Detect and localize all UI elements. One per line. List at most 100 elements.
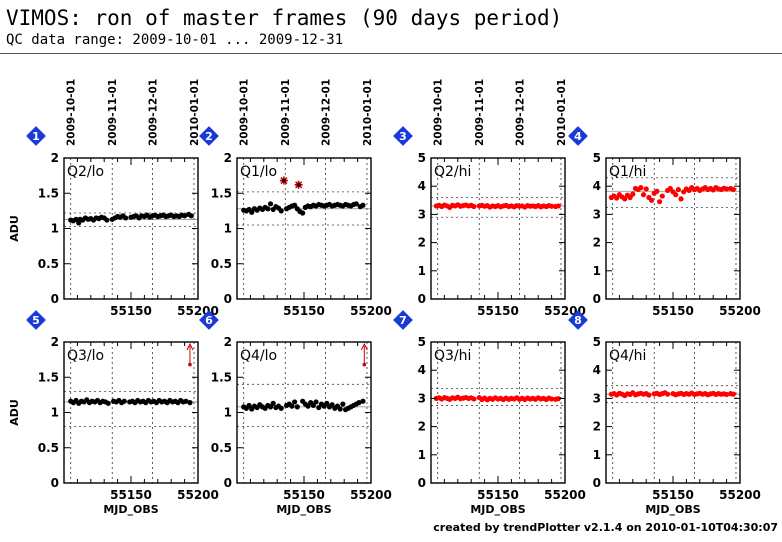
badge-number: 6 — [205, 314, 213, 327]
y-tick-label: 2 — [418, 420, 426, 434]
data-point — [360, 398, 366, 404]
data-point — [104, 217, 110, 223]
badge-number: 7 — [399, 314, 407, 327]
panel-label: Q1/lo — [240, 164, 277, 180]
data-point — [646, 392, 652, 398]
data-point — [329, 402, 335, 408]
y-tick-label: 2 — [418, 236, 426, 250]
y-tick-label: 2 — [51, 151, 59, 165]
data-point — [267, 404, 274, 410]
y-tick-label: 1 — [224, 222, 232, 236]
data-point — [188, 213, 194, 219]
panel-label: Q2/hi — [434, 164, 471, 180]
x-axis-label: MJD_OBS — [276, 503, 331, 516]
date-label: 2009-10-01 — [433, 79, 445, 146]
x-tick-label: 55150 — [477, 488, 519, 502]
chart-panel-7: 0 1 2 3 4 5 55150 55200 Q3/hi MJD_OBS 7 — [393, 310, 586, 516]
y-tick-label: 1 — [593, 448, 601, 462]
data-point — [294, 404, 300, 410]
y-tick-label: 1 — [418, 448, 426, 462]
x-tick-label: 55150 — [652, 304, 694, 318]
y-tick-label: 0 — [51, 292, 59, 306]
x-tick-label: 55200 — [350, 488, 392, 502]
data-point — [265, 206, 271, 212]
y-tick-label: 5 — [418, 151, 426, 165]
y-tick-label: 0 — [418, 476, 426, 490]
data-point — [278, 405, 284, 411]
y-tick-label: 0 — [418, 292, 426, 306]
data-point — [549, 203, 555, 209]
panel-label: Q1/hi — [609, 164, 646, 180]
x-axis-label: MJD_OBS — [470, 503, 525, 516]
data-point — [730, 391, 736, 397]
date-label: 2009-12-01 — [514, 79, 526, 146]
y-tick-label: 0.5 — [38, 441, 59, 455]
y-tick-label: 0 — [224, 292, 232, 306]
badge-number: 5 — [32, 314, 40, 327]
x-tick-label: 55150 — [652, 488, 694, 502]
x-axis-label: MJD_OBS — [103, 503, 158, 516]
y-tick-label: 0.5 — [211, 441, 232, 455]
panel-label: Q4/hi — [609, 348, 646, 364]
data-point — [249, 209, 255, 215]
data-point — [324, 400, 330, 406]
data-point — [657, 199, 663, 205]
x-tick-label: 55150 — [283, 488, 325, 502]
data-point — [643, 186, 649, 192]
y-tick-label: 2 — [593, 236, 601, 250]
x-tick-label: 55150 — [283, 304, 325, 318]
y-tick-label: 3 — [593, 207, 601, 221]
data-point — [555, 203, 561, 209]
data-point — [187, 400, 193, 406]
offscale-arrowhead — [186, 342, 194, 351]
data-point — [654, 188, 660, 194]
outlier-star-core — [282, 178, 286, 183]
data-point — [471, 203, 477, 210]
badge-number: 1 — [32, 130, 40, 143]
data-point — [246, 402, 252, 409]
data-point — [305, 403, 311, 409]
date-label: 2010-01-01 — [362, 79, 374, 146]
data-point — [724, 391, 730, 398]
x-tick-label: 55200 — [177, 488, 219, 502]
badge-diamond-icon — [393, 310, 413, 330]
data-point — [313, 399, 319, 405]
data-point — [630, 191, 636, 197]
y-tick-label: 4 — [593, 179, 601, 193]
date-label: 2010-01-01 — [189, 79, 201, 146]
data-point — [267, 201, 274, 207]
offscale-arrowhead — [360, 342, 368, 351]
y-tick-label: 1.5 — [38, 186, 59, 200]
data-point — [310, 402, 316, 409]
badge-number: 8 — [574, 314, 582, 327]
chart-panel-8: 0 1 2 3 4 5 55150 55200 Q4/hi MJD_OBS 8 — [568, 310, 761, 516]
data-point — [648, 197, 655, 203]
y-axis-label: ADU — [8, 215, 21, 242]
x-tick-label: 55200 — [350, 304, 392, 318]
date-label: 2009-11-01 — [107, 79, 119, 146]
badge-diamond-icon — [26, 310, 46, 330]
date-label: 2009-12-01 — [147, 79, 159, 146]
data-point — [360, 202, 366, 208]
x-tick-label: 55150 — [110, 488, 152, 502]
x-tick-label: 55200 — [719, 488, 761, 502]
data-point — [555, 396, 561, 402]
data-point — [724, 186, 730, 192]
data-point — [278, 208, 284, 214]
data-point — [471, 396, 477, 402]
y-tick-label: 2 — [51, 335, 59, 349]
y-tick-label: 0.5 — [38, 257, 59, 271]
badge-diamond-icon — [199, 310, 219, 330]
y-tick-label: 0 — [593, 292, 601, 306]
data-point — [337, 406, 343, 412]
y-tick-label: 0 — [51, 476, 59, 490]
data-point — [678, 196, 684, 202]
x-axis-label: MJD_OBS — [645, 503, 700, 516]
date-label: 2009-10-01 — [66, 79, 78, 146]
x-tick-label: 55200 — [544, 488, 586, 502]
data-point — [659, 193, 665, 199]
footer-credit: created by trendPlotter v2.1.4 on 2010-0… — [433, 521, 778, 534]
